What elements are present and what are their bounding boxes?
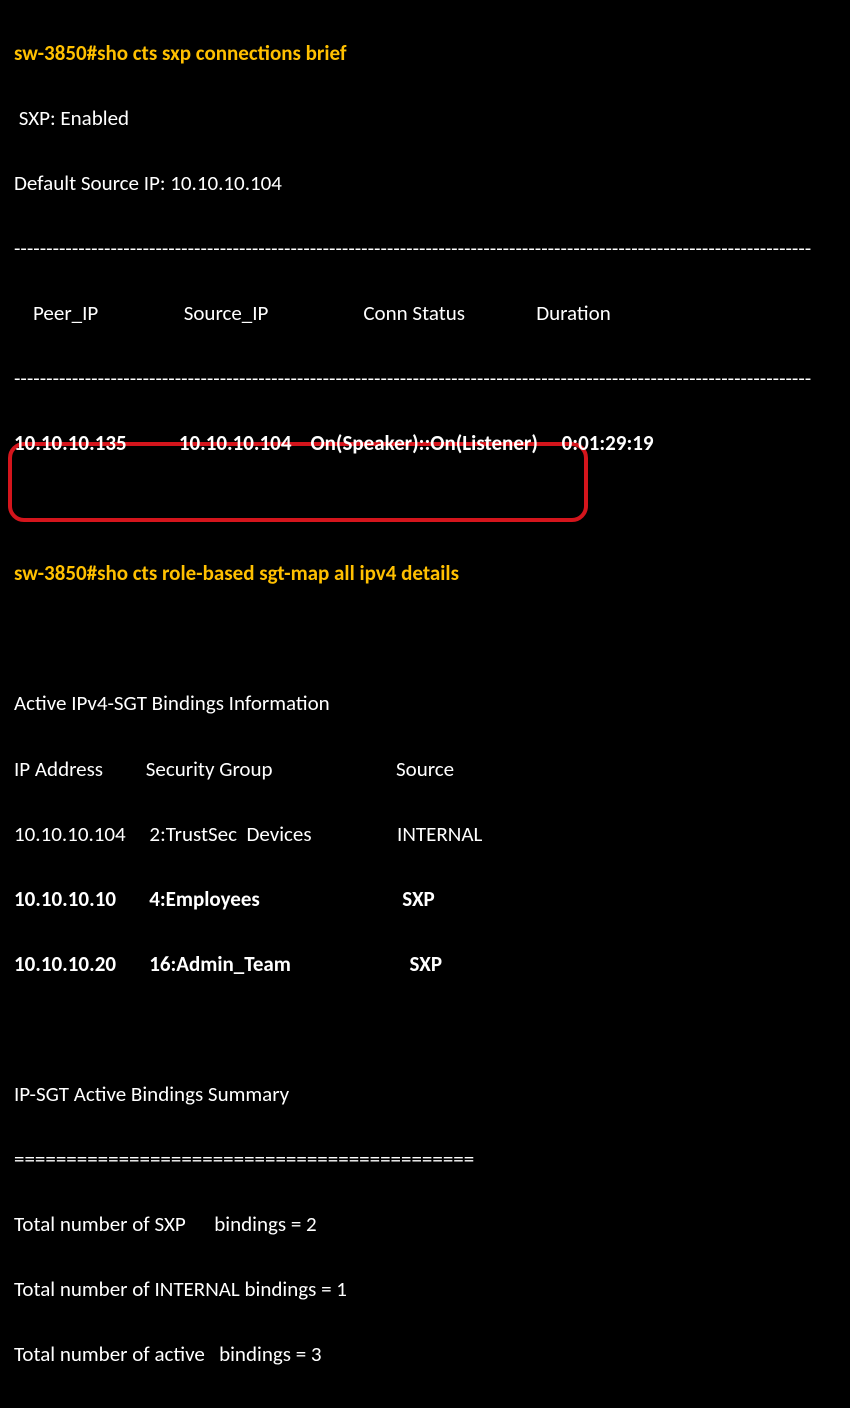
terminal-output: sw-3850#sho cts sxp connections brief SX… <box>0 0 850 1408</box>
command-line-1: sw-3850#sho cts sxp connections brief <box>14 37 840 70</box>
blank-1 <box>14 492 840 525</box>
default-source-ip: Default Source IP: 10.10.10.104 <box>14 167 840 200</box>
summary-active: Total number of active bindings = 3 <box>14 1338 840 1371</box>
separator-1: ----------------------------------------… <box>14 232 840 265</box>
bindings-header: IP Address Security Group Source <box>14 753 840 786</box>
bindings-row-1: 10.10.10.104 2:TrustSec Devices INTERNAL <box>14 818 840 851</box>
sxp-status: SXP: Enabled <box>14 102 840 135</box>
summary-sxp: Total number of SXP bindings = 2 <box>14 1208 840 1241</box>
blank-2 <box>14 622 840 655</box>
command-2: sho cts role-based sgt-map all ipv4 deta… <box>97 560 459 586</box>
blank-3 <box>14 1013 840 1046</box>
bindings-row-3: 10.10.10.20 16:Admin_Team SXP <box>14 948 840 981</box>
summary-title: IP-SGT Active Bindings Summary <box>14 1078 840 1111</box>
conn-table-row: 10.10.10.135 10.10.10.104 On(Speaker)::O… <box>14 427 840 460</box>
prompt-2: sw-3850# <box>14 560 97 586</box>
bindings-title: Active IPv4-SGT Bindings Information <box>14 687 840 720</box>
command-1: sho cts sxp connections brief <box>97 40 347 66</box>
bindings-row-2: 10.10.10.10 4:Employees SXP <box>14 883 840 916</box>
conn-table-header: Peer_IP Source_IP Conn Status Duration <box>14 297 840 330</box>
separator-2: ----------------------------------------… <box>14 362 840 395</box>
command-line-2: sw-3850#sho cts role-based sgt-map all i… <box>14 557 840 590</box>
prompt-1: sw-3850# <box>14 40 97 66</box>
summary-separator: ========================================… <box>14 1143 840 1176</box>
summary-internal: Total number of INTERNAL bindings = 1 <box>14 1273 840 1306</box>
